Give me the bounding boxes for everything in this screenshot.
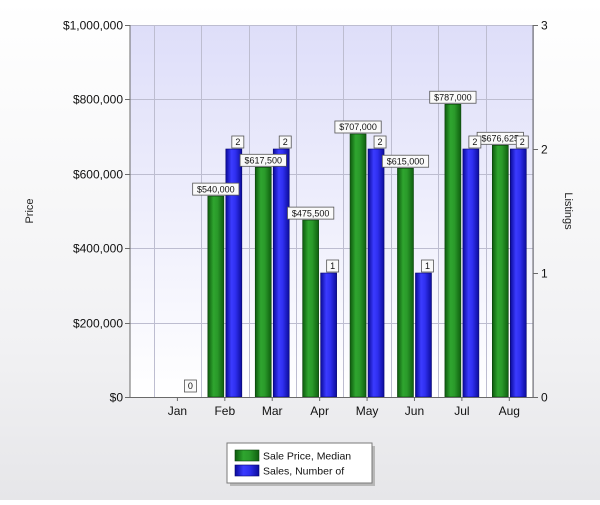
bar-sale-price [444, 103, 462, 398]
data-label-sales-count-box [515, 135, 529, 149]
legend-box [226, 442, 373, 484]
data-label-sales-count: 2 [235, 137, 240, 147]
data-label-sales-count-box [231, 135, 245, 149]
legend: Sale Price, Median Sales, Number of [226, 442, 375, 486]
data-label-sale-price-box [381, 154, 430, 168]
data-label-sale-price: $617,500 [244, 155, 282, 165]
y-tick-label: $0 [110, 391, 124, 405]
data-label-sales-count-box [421, 259, 434, 273]
y2-tick-label: 2 [541, 143, 548, 157]
y2-tick-label: 1 [541, 267, 548, 281]
x-tick-label: Aug [499, 404, 520, 418]
y2-tick-label: 0 [541, 391, 548, 405]
data-label-sales-count: 0 [188, 381, 193, 391]
bar-sale-price [254, 166, 272, 398]
data-label-sales-count: 2 [283, 137, 288, 147]
bar-sales-count [320, 272, 337, 398]
data-label-sale-price-box [429, 90, 477, 104]
data-label-sale-price-box [239, 153, 287, 167]
data-label-sales-count-box [278, 135, 292, 149]
bar-sales-count [367, 148, 385, 398]
y-tick-label: $800,000 [73, 93, 123, 107]
data-label-sales-count: 2 [472, 137, 477, 147]
x-tick-label: Feb [214, 404, 235, 418]
y-tick-label: $400,000 [73, 242, 123, 256]
bar-sales-count [272, 148, 290, 398]
bar-sales-count [462, 148, 480, 398]
legend-label-sale-price: Sale Price, Median [263, 451, 351, 463]
axes: $0 $200,000 $400,000 $600,000 $800,000 $1,000… [63, 19, 548, 419]
y2-axis-title: Listings [562, 192, 574, 230]
y-axis-title: Price [24, 198, 36, 223]
data-label-sales-count-box [184, 379, 197, 393]
x-tick-label: Apr [310, 404, 329, 418]
data-label-sale-price: $787,000 [434, 92, 472, 102]
data-label-sales-count-box [326, 259, 340, 273]
data-labels: $540,000 $617,500 $475,500 $707,000 $615,000… [184, 90, 529, 393]
data-label-sales-count: 1 [425, 261, 430, 271]
legend-swatch-sales-count [234, 464, 260, 477]
bar-sale-price [207, 195, 225, 398]
y-tick-label: $1,000,000 [63, 19, 123, 33]
data-label-sale-price-box [334, 120, 382, 134]
bar-sale-price [302, 219, 319, 398]
y-tick-label: $200,000 [73, 317, 123, 331]
x-tick-label: Mar [262, 404, 283, 418]
data-label-sale-price-box [192, 182, 240, 196]
x-tick-label: May [356, 404, 379, 418]
x-tick-label: Jul [454, 404, 469, 418]
bar-sales-count [415, 272, 432, 398]
legend-swatch-sale-price [234, 449, 260, 462]
data-label-sales-count-box [373, 135, 387, 149]
data-label-sales-count-box [468, 135, 482, 149]
bar-sale-price [349, 133, 367, 398]
y2-tick-label: 3 [541, 19, 548, 33]
data-label-sale-price: $676,625 [482, 133, 520, 143]
data-label-sales-count: 2 [520, 137, 525, 147]
legend-label-sales-count: Sales, Number of [263, 466, 344, 478]
data-label-sale-price: $615,000 [387, 156, 425, 166]
bar-sales-count [509, 148, 527, 398]
x-tick-label: Jun [405, 404, 424, 418]
data-label-sales-count: 1 [330, 261, 335, 271]
x-tick-label: Jan [168, 404, 187, 418]
data-label-sale-price: $540,000 [197, 184, 235, 194]
bar-sale-price [397, 167, 414, 398]
data-label-sale-price: $707,000 [339, 122, 377, 132]
data-label-sale-price: $475,500 [292, 208, 330, 218]
bar-sale-price [491, 144, 509, 398]
y-tick-label: $600,000 [73, 168, 123, 182]
data-label-sale-price-box [287, 206, 335, 220]
data-label-sales-count: 2 [378, 137, 383, 147]
